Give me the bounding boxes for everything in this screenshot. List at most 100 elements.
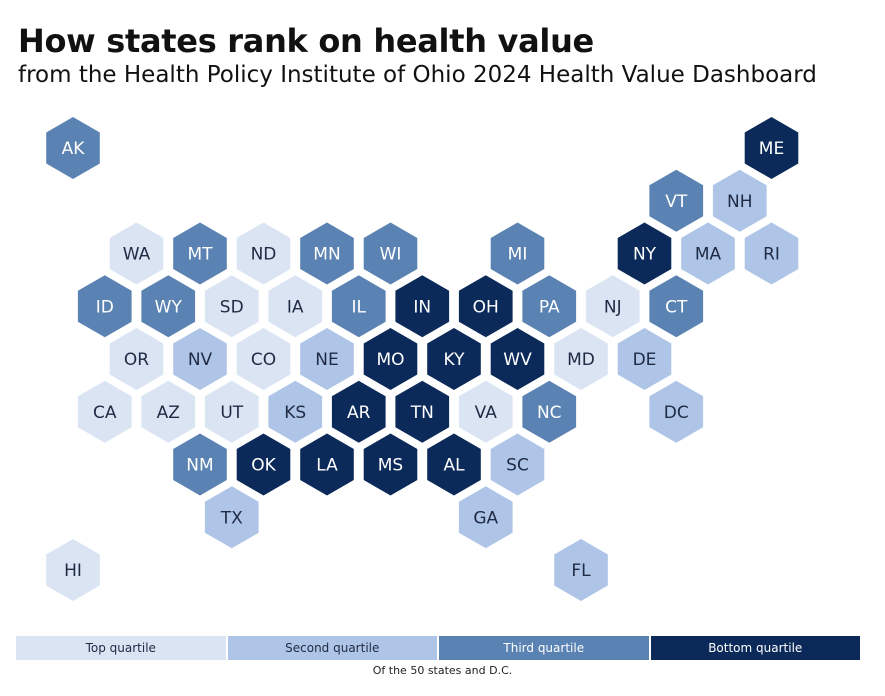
- state-hex: [458, 380, 513, 443]
- state-label: NH: [727, 192, 753, 212]
- state-label: MI: [508, 245, 528, 265]
- state-label: IN: [413, 297, 431, 317]
- map-title: How states rank on health value: [18, 22, 594, 60]
- state-tile-ut: UT: [204, 380, 259, 443]
- state-hex: [649, 169, 704, 232]
- state-hex: [77, 275, 132, 338]
- state-label: VA: [475, 403, 498, 423]
- legend-item-second-quartile: Second quartile: [227, 636, 439, 660]
- state-tile-ar: AR: [331, 380, 386, 443]
- state-label: TN: [410, 403, 434, 423]
- state-tile-dc: DC: [649, 380, 704, 443]
- state-label: SC: [506, 456, 529, 476]
- state-hex: [363, 222, 418, 285]
- state-tile-va: VA: [458, 380, 513, 443]
- state-tile-id: ID: [77, 275, 132, 338]
- state-label: KS: [284, 403, 306, 423]
- legend-label: Bottom quartile: [708, 641, 803, 655]
- state-tile-wa: WA: [109, 222, 164, 285]
- state-tile-ri: RI: [744, 222, 799, 285]
- state-hex: [363, 433, 418, 496]
- state-hex: [522, 275, 577, 338]
- state-hex: [712, 169, 767, 232]
- state-label: MT: [187, 245, 213, 265]
- state-label: MN: [313, 245, 340, 265]
- state-label: HI: [64, 561, 82, 581]
- state-label: CO: [251, 350, 276, 370]
- state-tile-ak: AK: [46, 117, 100, 179]
- state-tile-in: IN: [395, 275, 450, 338]
- state-hex: [46, 117, 100, 179]
- legend-label: Second quartile: [285, 641, 380, 655]
- state-tile-ms: MS: [363, 433, 418, 496]
- state-hex: [522, 380, 577, 443]
- state-tile-fl: FL: [554, 539, 608, 601]
- state-tile-wy: WY: [141, 275, 196, 338]
- state-label: NJ: [604, 297, 622, 317]
- state-label: DE: [633, 350, 657, 370]
- state-hex: [331, 380, 386, 443]
- state-tile-wi: WI: [363, 222, 418, 285]
- state-label: OR: [124, 350, 149, 370]
- state-label: GA: [473, 508, 498, 528]
- state-label: SD: [220, 297, 244, 317]
- state-tile-il: IL: [331, 275, 386, 338]
- state-tile-az: AZ: [141, 380, 196, 443]
- state-tile-mo: MO: [363, 328, 418, 390]
- state-hex: [744, 117, 799, 179]
- state-tile-vt: VT: [649, 169, 704, 232]
- state-label: MO: [376, 350, 404, 370]
- state-hex: [490, 222, 545, 285]
- state-hex: [427, 433, 481, 496]
- state-label: TX: [220, 508, 243, 528]
- state-label: IA: [287, 297, 304, 317]
- state-hex: [427, 328, 481, 390]
- state-tile-oh: OH: [458, 275, 513, 338]
- state-label: MS: [378, 456, 403, 476]
- state-hex: [300, 328, 354, 390]
- state-hex: [109, 328, 164, 390]
- state-tile-mn: MN: [300, 222, 354, 285]
- state-label: MA: [695, 245, 722, 265]
- state-hex: [490, 328, 545, 390]
- state-tile-nj: NJ: [585, 275, 640, 338]
- state-hex: [458, 486, 513, 549]
- state-hex: [204, 380, 259, 443]
- state-hex: [617, 328, 672, 390]
- state-label: DC: [664, 403, 689, 423]
- state-tile-ks: KS: [268, 380, 323, 443]
- state-hex: [109, 222, 164, 285]
- state-hex: [204, 486, 259, 549]
- state-label: FL: [571, 561, 591, 581]
- state-hex: [236, 433, 291, 496]
- state-tile-hi: HI: [46, 539, 100, 601]
- state-label: AR: [347, 403, 371, 423]
- state-hex: [554, 539, 608, 601]
- legend-label: Top quartile: [85, 641, 156, 655]
- state-tile-or: OR: [109, 328, 164, 390]
- state-tile-mt: MT: [173, 222, 227, 285]
- state-label: WY: [155, 297, 183, 317]
- state-tile-la: LA: [300, 433, 354, 496]
- state-tile-al: AL: [427, 433, 481, 496]
- state-hex: [458, 275, 513, 338]
- state-label: OH: [473, 297, 499, 317]
- state-hex: [236, 222, 291, 285]
- state-hex: [395, 275, 450, 338]
- state-tile-md: MD: [554, 328, 608, 390]
- map-subtitle: from the Health Policy Institute of Ohio…: [18, 62, 817, 88]
- state-label: IL: [352, 297, 367, 317]
- state-hex: [744, 222, 799, 285]
- state-hex: [77, 380, 132, 443]
- state-hex: [649, 380, 704, 443]
- state-hex: [173, 328, 227, 390]
- state-label: CT: [665, 297, 688, 317]
- state-tile-nd: ND: [236, 222, 291, 285]
- state-label: ID: [96, 297, 114, 317]
- state-tile-ma: MA: [681, 222, 735, 285]
- state-hex: [141, 380, 196, 443]
- state-tile-tn: TN: [395, 380, 450, 443]
- state-hex: [649, 275, 704, 338]
- state-hex: [300, 222, 354, 285]
- state-tile-tx: TX: [204, 486, 259, 549]
